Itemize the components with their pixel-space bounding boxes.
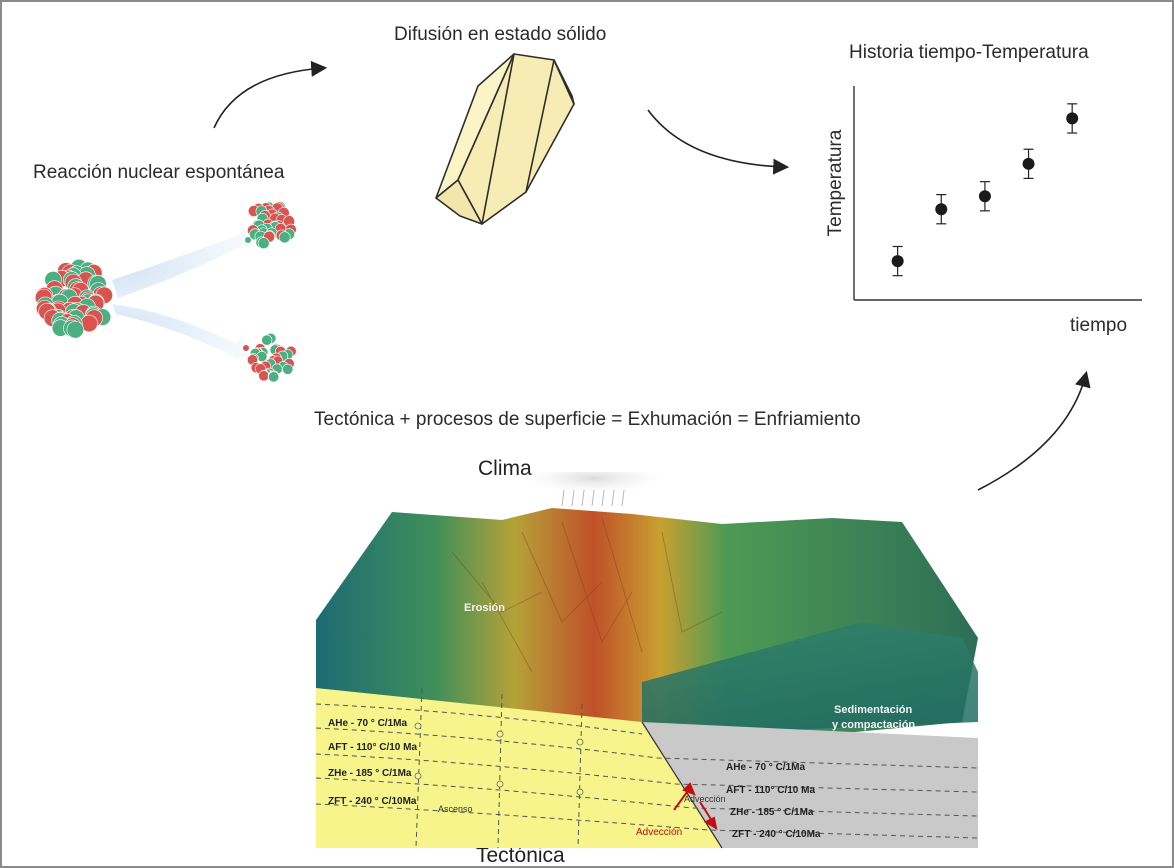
time-temperature-plot — [848, 86, 1148, 316]
exhumation-equation: Tectónica + procesos de superficie = Exh… — [314, 409, 861, 431]
data-point-4 — [1023, 149, 1035, 178]
sedimentation-label: Sedimentación — [834, 704, 912, 716]
crystal-face-front — [458, 54, 574, 224]
history-title: Historia tiempo-Temperatura — [849, 42, 1089, 64]
split-arrow-lower — [112, 304, 250, 358]
emitted-particle — [243, 237, 251, 351]
plot-y-label: Temperatura — [825, 123, 847, 243]
point-marker — [1066, 112, 1078, 124]
advection-label-upper: Advección — [684, 794, 726, 804]
point-marker — [979, 190, 991, 202]
compaction-label: y compactación — [832, 719, 915, 731]
right-zone-zft: ZFT - 240 ° C/10Ma — [732, 829, 820, 840]
data-point-1 — [892, 247, 904, 276]
arrow-reaction-to-diffusion — [214, 68, 324, 128]
crystal-illustration — [422, 42, 622, 242]
data-point-2 — [935, 195, 947, 224]
point-marker — [1023, 158, 1035, 170]
right-zone-zhe: ZHe - 185 ° C/1Ma — [730, 807, 813, 818]
right-zone-aft: AFT - 110° C/10 Ma — [726, 785, 815, 796]
arrow-exhumation-to-history — [978, 374, 1086, 490]
point-marker — [892, 255, 904, 267]
left-zone-aft: AFT - 110° C/10 Ma — [328, 742, 417, 753]
ascent-label: Ascenso — [438, 804, 473, 814]
landscape-block-diagram — [302, 472, 992, 852]
daughter-nucleus-top — [247, 201, 296, 249]
nucleon — [258, 238, 269, 249]
nucleon — [268, 372, 278, 382]
nucleon — [67, 321, 84, 338]
reaction-title: Reacción nuclear espontánea — [33, 162, 284, 184]
nucleon — [283, 364, 293, 374]
nucleon — [279, 232, 290, 243]
data-point-3 — [979, 182, 991, 211]
nucleon — [259, 371, 269, 381]
nuclear-reaction-illustration — [22, 188, 322, 408]
advection-label-lower: Advección — [636, 827, 682, 838]
left-zone-zhe: ZHe - 185 ° C/1Ma — [328, 768, 411, 779]
point-marker — [935, 203, 947, 215]
parent-nucleus — [35, 259, 112, 338]
daughter-nucleus-bottom — [247, 333, 296, 382]
left-zone-ahe: AHe - 70 ° C/1Ma — [328, 718, 407, 729]
plot-x-label: tiempo — [1070, 315, 1127, 337]
left-zone-zft: ZFT - 240 ° C/10Ma — [328, 796, 416, 807]
data-point-5 — [1066, 104, 1078, 133]
split-arrow-upper — [112, 228, 250, 298]
right-zone-ahe: AHe - 70 ° C/1Ma — [726, 762, 805, 773]
erosion-label: Erosión — [464, 602, 505, 614]
arrow-diffusion-to-history — [648, 110, 786, 167]
